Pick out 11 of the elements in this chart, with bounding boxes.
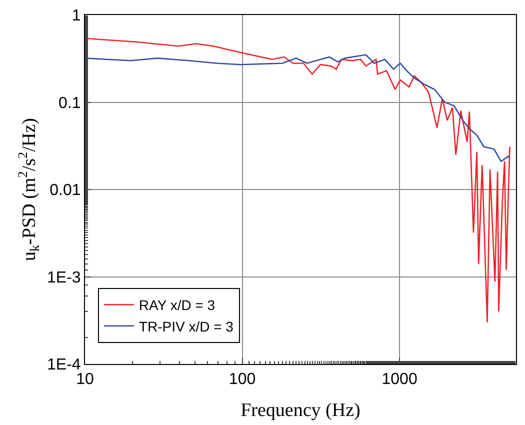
legend-label: TR-PIV x/D = 3 (138, 318, 234, 334)
y-tick-label: 1E-4 (47, 356, 81, 374)
y-tick-label: 1E-3 (47, 269, 81, 286)
x-tick-label: 100 (228, 371, 256, 388)
x-tick-label: 1000 (382, 371, 418, 388)
x-axis-title: Frequency (Hz) (240, 400, 360, 421)
y-tick-label: 1 (72, 8, 81, 25)
y-tick-label: 0.01 (50, 182, 81, 200)
x-tick-label: 10 (76, 371, 94, 388)
y-tick-label: 0.1 (58, 94, 81, 112)
legend-label: RAY x/D = 3 (138, 297, 216, 314)
